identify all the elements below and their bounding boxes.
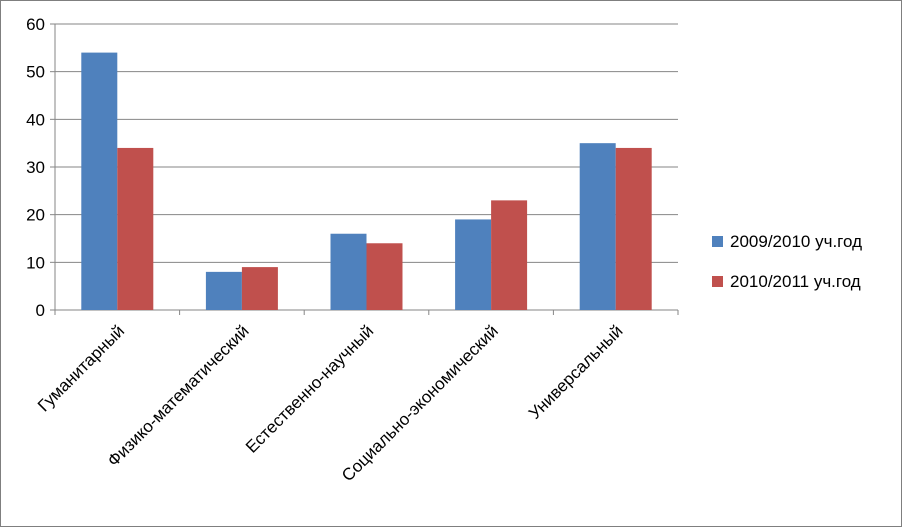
bar-series1-4: [579, 143, 616, 310]
y-tick-label: 30: [26, 158, 45, 177]
bar-series1-0: [81, 52, 118, 310]
category-label: Гуманитарный: [34, 321, 128, 415]
y-tick-label: 20: [26, 206, 45, 225]
bar-series2-4: [615, 147, 652, 310]
bar-series1-2: [330, 233, 367, 310]
bar-series2-1: [241, 267, 278, 310]
legend-label: 2009/2010 уч.год: [730, 232, 862, 251]
y-tick-label: 0: [36, 301, 45, 320]
category-label: Универсальный: [525, 321, 626, 422]
legend-label: 2010/2011 уч.год: [730, 272, 861, 291]
category-label: Естественно-научный: [242, 321, 377, 456]
y-tick-label: 40: [26, 110, 45, 129]
bar-series2-0: [117, 147, 154, 310]
bar-series2-3: [491, 200, 528, 310]
y-tick-label: 60: [26, 15, 45, 34]
bar-series1-1: [205, 271, 242, 310]
category-label: Физико-математический: [104, 321, 253, 470]
bar-series2-2: [366, 243, 403, 310]
y-tick-label: 50: [26, 63, 45, 82]
y-tick-label: 10: [26, 253, 45, 272]
bar-series1-3: [455, 219, 492, 310]
legend-swatch-2: [712, 276, 723, 287]
legend-swatch-1: [712, 236, 723, 247]
